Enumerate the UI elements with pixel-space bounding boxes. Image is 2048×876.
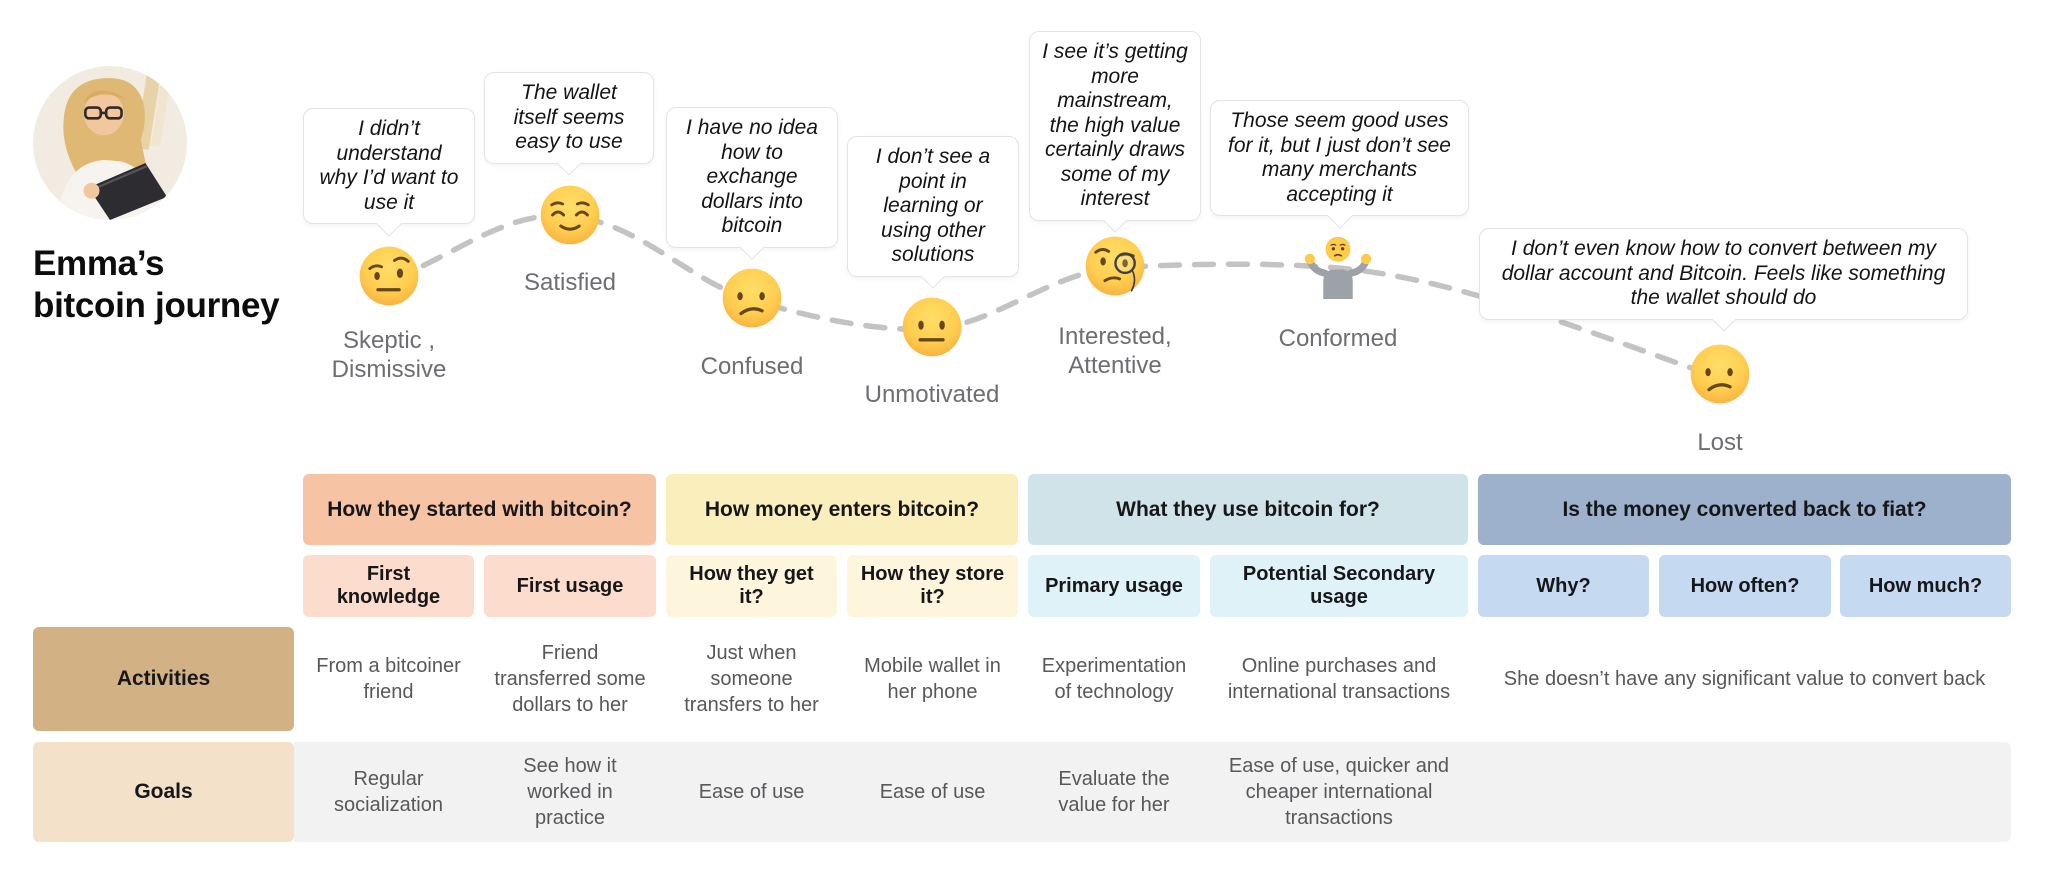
- quote-text: I see it’s getting more mainstream, the …: [1042, 40, 1188, 211]
- stage-label: Confused: [700, 353, 804, 380]
- confused-face-icon: [1687, 341, 1753, 407]
- quote-text: I don’t see a point in learning or using…: [875, 145, 991, 267]
- goals-cell: Evaluate the value for her: [1058, 768, 1170, 816]
- goals-cell: See how it worked in practice: [523, 755, 617, 829]
- group-header-cell: How they started with bitcoin?: [303, 474, 656, 545]
- goals-cell: Ease of use: [879, 781, 986, 803]
- face-with-raised-eyebrow-icon: [356, 243, 422, 309]
- stage-label: Lost: [1697, 429, 1743, 456]
- speech-bubble: I see it’s getting more mainstream, the …: [1029, 31, 1201, 234]
- goals-cell: Regular socialization: [334, 768, 443, 816]
- speech-bubble: I have no idea how to exchange dollars i…: [666, 107, 838, 261]
- activities-cell: From a bitcoiner friend: [316, 655, 461, 703]
- column-header-cell: Why?: [1478, 555, 1649, 617]
- speech-bubble: I don’t even know how to convert between…: [1479, 228, 1968, 332]
- stage-label: Interested, Attentive: [1058, 323, 1172, 380]
- page-title: Emma’s bitcoin journey: [33, 244, 280, 325]
- goals-row-background: [294, 742, 2011, 842]
- stage-label: Satisfied: [523, 269, 617, 296]
- quote-text: The wallet itself seems easy to use: [513, 81, 625, 154]
- quote-text: I don’t even know how to convert between…: [1501, 237, 1946, 310]
- activities-cell: Friend transferred some dollars to her: [494, 642, 646, 716]
- activities-cell: Online purchases and international trans…: [1227, 655, 1451, 703]
- persona-avatar: [33, 66, 187, 220]
- column-header-cell: How much?: [1840, 555, 2011, 617]
- activities-cell: She doesn’t have any significant value t…: [1503, 668, 1986, 690]
- activities-cell: Experimentation of technology: [1041, 655, 1187, 703]
- relieved-face-icon: [537, 182, 603, 248]
- speech-bubble: Those seem good uses for it, but I just …: [1210, 100, 1469, 229]
- group-header-cell: Is the money converted back to fiat?: [1478, 474, 2011, 545]
- column-header-cell: How they get it?: [666, 555, 837, 617]
- row-label-activities: Activities: [33, 627, 294, 731]
- stage-label: Skeptic , Dismissive: [331, 327, 447, 384]
- person-shrugging-icon: [1299, 229, 1377, 299]
- speech-bubble: I didn’t understand why I’d want to use …: [303, 108, 475, 237]
- confused-face-icon: [719, 265, 785, 331]
- speech-bubble: I don’t see a point in learning or using…: [847, 136, 1019, 290]
- column-header-cell: First usage: [484, 555, 656, 617]
- goals-cell: Ease of use: [698, 781, 805, 803]
- column-header-cell: First knowledge: [303, 555, 474, 617]
- column-header-cell: Potential Secondary usage: [1210, 555, 1468, 617]
- activities-cell: Just when someone transfers to her: [684, 642, 819, 716]
- speech-bubble: The wallet itself seems easy to use: [484, 72, 654, 176]
- column-header-cell: How often?: [1659, 555, 1831, 617]
- goals-cell: Ease of use, quicker and cheaper interna…: [1228, 755, 1450, 829]
- column-header-cell: Primary usage: [1028, 555, 1200, 617]
- column-header-cell: How they store it?: [847, 555, 1018, 617]
- activities-cell: Mobile wallet in her phone: [864, 655, 1001, 703]
- group-header-cell: How money enters bitcoin?: [666, 474, 1018, 545]
- quote-text: I didn’t understand why I’d want to use …: [319, 117, 459, 214]
- persona-avatar-illustration: [33, 66, 187, 220]
- quote-text: I have no idea how to exchange dollars i…: [686, 116, 818, 238]
- stage-label: Conformed: [1278, 325, 1398, 352]
- face-with-monocle-icon: [1082, 233, 1148, 299]
- stage-label: Unmotivated: [864, 381, 1000, 408]
- neutral-face-icon: [899, 294, 965, 360]
- group-header-cell: What they use bitcoin for?: [1028, 474, 1468, 545]
- quote-text: Those seem good uses for it, but I just …: [1228, 109, 1451, 206]
- row-label-goals: Goals: [33, 742, 294, 842]
